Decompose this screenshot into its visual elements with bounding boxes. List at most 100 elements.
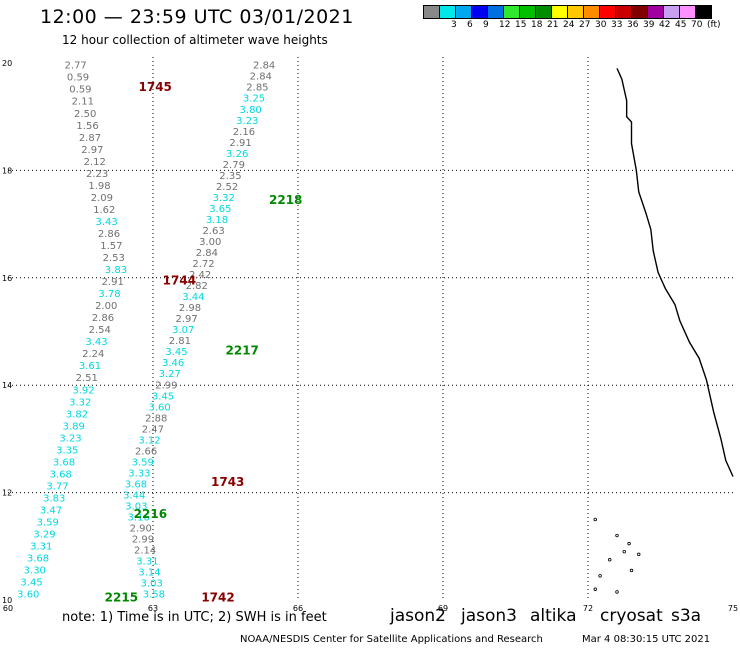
lon-tick-label: 60 xyxy=(3,604,13,613)
legend-label: 15 xyxy=(515,20,527,30)
wave-height-label: 3.43 xyxy=(85,337,107,348)
wave-height-label: 3.03 xyxy=(125,501,147,512)
island xyxy=(593,517,597,522)
wave-height-label: 2.86 xyxy=(92,313,114,324)
wave-height-label: 2.42 xyxy=(189,270,211,281)
pass-id-label: 1743 xyxy=(211,475,244,489)
pass-id-label: 2216 xyxy=(134,507,167,521)
island xyxy=(598,574,602,578)
wave-height-label: 3.45 xyxy=(165,347,187,358)
coastline xyxy=(616,68,734,477)
lon-tick-label: 75 xyxy=(728,604,738,613)
wave-height-label: 3.61 xyxy=(79,361,101,372)
island xyxy=(627,541,631,546)
wave-height-label: 3.33 xyxy=(128,468,150,479)
wave-height-label: 2.09 xyxy=(91,193,113,204)
lat-tick-label: 10 xyxy=(2,596,12,605)
wave-height-label: 2.63 xyxy=(202,226,224,237)
wave-height-label: 3.80 xyxy=(240,105,262,116)
legend-label: 30 xyxy=(595,20,607,30)
wave-height-label: 3.27 xyxy=(159,369,181,380)
wave-height-label: 3.59 xyxy=(132,457,154,468)
satellite-s3a: s3a xyxy=(671,606,702,626)
legend-label: 6 xyxy=(467,20,473,30)
wave-height-label: 2.84 xyxy=(250,72,272,83)
wave-height-label: 2.81 xyxy=(169,336,191,347)
legend-label: 39 xyxy=(643,20,655,30)
wave-height-label: 3.83 xyxy=(105,265,127,276)
wave-height-label: 2.86 xyxy=(98,229,120,240)
wave-height-label: 3.78 xyxy=(98,289,120,300)
wave-height-label: 2.24 xyxy=(82,349,104,360)
satellite-cryosat: cryosat xyxy=(600,606,663,626)
wave-height-label: 3.68 xyxy=(53,457,75,468)
island xyxy=(593,587,597,591)
wave-height-label: 3.23 xyxy=(59,433,81,444)
island xyxy=(637,552,641,557)
wave-height-label: 1.56 xyxy=(76,121,98,132)
wave-height-label: 2.97 xyxy=(175,314,197,325)
legend-label: 33 xyxy=(611,20,623,30)
wave-height-label: 3.68 xyxy=(50,469,72,480)
lon-tick-label: 72 xyxy=(583,604,593,613)
wave-height-label: 3.03 xyxy=(141,579,163,590)
wave-height-label: 2.82 xyxy=(186,281,208,292)
wave-height-label: 2.47 xyxy=(142,424,164,435)
legend-label: 3 xyxy=(451,20,457,30)
color-legend xyxy=(423,5,712,19)
wave-height-label: 3.14 xyxy=(138,568,160,579)
island xyxy=(615,590,619,594)
legend-swatch xyxy=(695,5,712,19)
wave-height-label: 2.23 xyxy=(86,169,108,180)
wave-height-label: 2.91 xyxy=(229,138,251,149)
wave-height-label: 3.58 xyxy=(143,590,165,601)
lon-tick-label: 63 xyxy=(148,604,158,613)
wave-height-label: 2.35 xyxy=(219,171,241,182)
satellite-jason3: jason3 xyxy=(461,606,517,626)
wave-height-label: 2.51 xyxy=(76,373,98,384)
wave-height-label: 2.54 xyxy=(89,325,111,336)
wave-height-label: 3.46 xyxy=(162,358,184,369)
wave-height-label: 3.29 xyxy=(33,530,55,541)
wave-height-label: 3.68 xyxy=(125,479,147,490)
wave-height-label: 3.25 xyxy=(243,94,265,105)
wave-height-label: 3.32 xyxy=(69,397,91,408)
legend-label: 9 xyxy=(483,20,489,30)
wave-height-label: 3.31 xyxy=(136,557,158,568)
legend-label: 36 xyxy=(627,20,639,30)
wave-height-label: 3.43 xyxy=(95,217,117,228)
pass-id-label: 2215 xyxy=(105,590,138,604)
lat-tick-label: 18 xyxy=(2,166,12,175)
lon-tick-label: 66 xyxy=(293,604,303,613)
lat-tick-label: 16 xyxy=(2,274,12,283)
wave-height-label: 3.83 xyxy=(43,493,65,504)
island xyxy=(622,549,626,554)
wave-height-label: 3.00 xyxy=(199,237,221,248)
legend-label: 70 xyxy=(691,20,703,30)
lat-tick-label: 12 xyxy=(2,489,12,498)
legend-label: 24 xyxy=(563,20,575,30)
wave-height-label: 2.85 xyxy=(246,83,268,94)
wave-height-label: 2.52 xyxy=(216,182,238,193)
wave-height-label: 3.31 xyxy=(30,542,52,553)
pass-id-label: 1742 xyxy=(201,590,234,604)
timestamp: Mar 4 08:30:15 UTC 2021 xyxy=(582,634,711,645)
wave-height-label: 3.26 xyxy=(226,149,248,160)
wave-height-label: 2.84 xyxy=(253,61,275,72)
legend-label: 45 xyxy=(675,20,687,30)
wave-height-label: 3.07 xyxy=(172,325,194,336)
wave-height-label: 3.12 xyxy=(138,435,160,446)
pass-id-label: 2218 xyxy=(269,193,302,207)
wave-height-label: 2.12 xyxy=(84,157,106,168)
wave-height-label: 3.68 xyxy=(27,554,49,565)
wave-height-label: 3.30 xyxy=(24,566,46,577)
wave-height-label: 3.59 xyxy=(37,518,59,529)
wave-height-label: 0.59 xyxy=(67,73,89,84)
wave-height-label: 3.89 xyxy=(63,421,85,432)
pass-id-label: 2217 xyxy=(226,343,259,357)
wave-height-label: 2.79 xyxy=(223,160,245,171)
legend-label: 21 xyxy=(547,20,559,30)
wave-height-label: 2.50 xyxy=(74,109,96,120)
wave-height-label: 3.35 xyxy=(56,445,78,456)
